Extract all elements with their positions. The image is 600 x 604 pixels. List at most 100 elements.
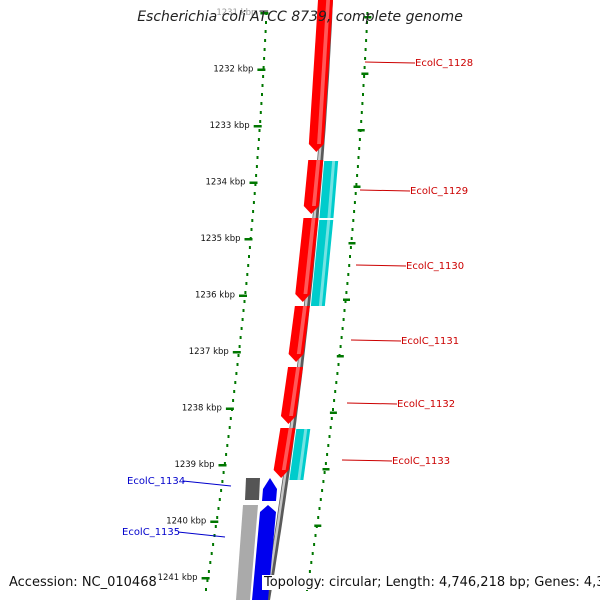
guide-dot [260,102,263,105]
guide-dot [347,273,350,276]
gene-label-forward[interactable]: EcolC_1133 [341,456,450,467]
left-dotted-guide [205,12,268,591]
gene-forward-block[interactable] [308,0,333,152]
gene-label-forward[interactable]: EcolC_1128 [364,58,473,69]
gene-label-forward[interactable]: EcolC_1131 [350,336,459,347]
gene-forward-block[interactable] [273,428,296,478]
guide-dot [349,255,351,258]
guide-dot [236,363,239,366]
guide-dot [242,309,245,312]
ruler-tick [364,16,372,19]
gene-forward-block[interactable] [288,306,310,362]
guide-dot [365,30,368,33]
guide-dot [364,48,367,51]
guide-dot [311,552,314,555]
guide-dot [333,399,336,402]
ruler-tick [249,181,258,184]
guide-dot [344,300,347,303]
guide-dot [217,507,220,510]
gene-label-forward[interactable]: EcolC_1130 [355,261,464,272]
ruler-tick [253,125,262,128]
gene-forward-block[interactable] [303,160,324,214]
guide-dot [250,228,253,231]
guide-dot [362,93,364,96]
guide-dot [261,93,263,96]
gene-features[interactable] [236,0,339,600]
guide-dot [330,417,333,420]
gene-label-reverse[interactable]: EcolC_1135 [122,527,226,538]
gene-forward-block[interactable] [280,367,304,424]
guide-dot [241,318,244,321]
ruler-tick-label: 1241 kbp [158,573,198,583]
guide-dot [209,561,212,564]
ruler-tick-label: 1240 kbp [166,517,206,527]
guide-dot [313,543,316,546]
gene-label-reverse[interactable]: EcolC_1134 [127,476,232,487]
ruler-tick-label: 1235 kbp [200,234,240,244]
guide-dot [252,210,255,213]
ruler-tick [239,294,247,297]
guide-dot [240,327,243,330]
guide-dot [228,426,231,429]
guide-dot [354,192,357,195]
ruler-tick [244,238,253,241]
guide-dot [346,282,349,285]
guide-dot [351,228,354,231]
ruler-tick-label: 1236 kbp [195,291,235,301]
guide-dot [364,57,367,60]
ruler-tick-label: 1234 kbp [205,178,245,188]
guide-dot [262,66,265,69]
ruler-tick [343,298,350,301]
ruler-tick [353,185,361,188]
guide-dot [237,354,240,357]
gene-label-forward[interactable]: EcolC_1132 [346,399,455,410]
guide-dot [243,300,246,303]
guide-dot [265,21,267,24]
guide-dot [363,66,366,69]
guide-dot [336,372,339,375]
genome-title: Escherichia coli ATCC 8739, complete gen… [137,9,463,25]
guide-dot [247,264,250,267]
ruler-tick [357,129,365,132]
guide-dot [246,273,249,276]
guide-dot [248,246,251,249]
guide-dot [227,435,230,438]
aux-track-block [319,161,339,218]
gene-gray-block[interactable] [236,478,260,600]
guide-dot [310,561,313,564]
guide-dot [207,570,210,573]
guide-dot [329,426,332,429]
svg-text:EcolC_1134: EcolC_1134 [127,476,185,487]
guide-dot [362,84,365,87]
guide-dot [350,237,353,240]
gene-forward-block[interactable] [295,218,319,302]
gene-label-forward[interactable]: EcolC_1129 [359,186,468,197]
gene-labels[interactable]: EcolC_1128 EcolC_1129 EcolC_1130 EcolC_1131… [122,58,473,538]
guide-dot [343,309,346,312]
guide-dot [252,201,255,204]
guide-dot [261,84,264,87]
guide-dot [327,444,330,447]
guide-dot [328,435,331,438]
guide-dot [361,102,364,105]
guide-dot [318,507,321,510]
guide-dot [239,336,242,339]
ruler-tick-label: 1232 kbp [213,65,253,75]
ruler-tick [329,411,337,414]
guide-dot [353,201,356,204]
guide-dot [365,39,368,42]
ruler-tick [322,468,330,471]
accession-text: Accession: NC_010468 [9,575,159,590]
ruler-tick [225,407,234,410]
ruler-tick [314,524,322,527]
guide-dot [205,588,207,591]
guide-dot [263,57,266,60]
guide-dot [363,75,366,78]
guide-dot [234,381,237,384]
ruler-tick-label: 1233 kbp [210,121,250,131]
guide-dot [264,30,267,33]
svg-text:EcolC_1132: EcolC_1132 [397,399,455,410]
ruler-tick [257,68,266,71]
